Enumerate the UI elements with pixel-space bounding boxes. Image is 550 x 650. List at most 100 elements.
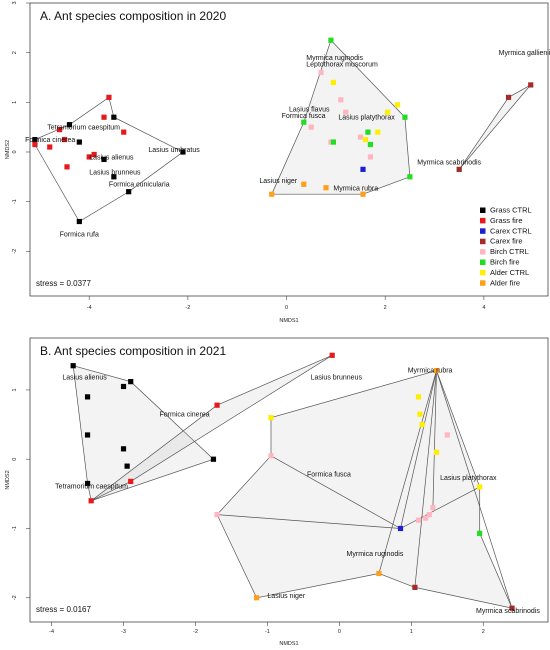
- y-tick-label: -1: [12, 526, 18, 531]
- legend-swatch: [480, 269, 486, 276]
- point-birch-ctrl: [308, 124, 314, 130]
- plot-frame: [29, 337, 549, 623]
- point-alder-ctrl: [419, 421, 425, 428]
- point-grass-ctrl: [210, 456, 217, 462]
- point-birch-ctrl: [338, 97, 344, 103]
- point-alder-fire: [254, 595, 260, 601]
- y-tick-label: 0: [12, 150, 18, 153]
- species-label: Formica cunicularia: [109, 182, 170, 189]
- point-birch-fire: [330, 139, 336, 145]
- point-birch-fire: [477, 530, 483, 536]
- point-birch-ctrl: [426, 512, 432, 518]
- x-axis-label: NMDS1: [279, 318, 298, 324]
- species-label: Lasius alienus: [62, 375, 107, 382]
- point-grass-ctrl: [76, 218, 82, 225]
- species-label: Lasius platythorax: [440, 475, 497, 482]
- x-tick-label: 0: [338, 629, 341, 635]
- point-grass-fire: [47, 144, 53, 150]
- point-carex-fire: [505, 94, 512, 100]
- point-grass-ctrl: [84, 394, 91, 400]
- species-label: Leptothorax muscorum: [306, 62, 378, 69]
- y-tick-label: -2: [12, 249, 18, 254]
- point-grass-fire: [61, 136, 68, 143]
- stress-value: stress = 0.0377: [36, 279, 91, 288]
- point-birch-fire: [402, 114, 408, 120]
- x-tick-label: 4: [482, 305, 485, 311]
- point-grass-fire: [57, 127, 63, 133]
- point-grass-ctrl: [84, 480, 91, 487]
- point-alder-fire: [269, 191, 275, 197]
- x-tick-label: -2: [193, 629, 198, 635]
- hull-7: [378, 370, 437, 574]
- species-label: Myrmica scabrinodis: [476, 608, 540, 615]
- hull-8: [400, 486, 480, 529]
- hull-2: [458, 84, 531, 170]
- point-birch-ctrl: [343, 109, 349, 115]
- species-label: Lasius alienus: [89, 154, 134, 161]
- point-grass-ctrl: [84, 432, 91, 438]
- panel-2020: Myrmica ruginodis Myrmica gallienii Leptot…: [5, 1, 550, 324]
- species-label: Lasius flavus: [289, 106, 330, 113]
- y-tick-label: 2: [12, 51, 18, 54]
- x-tick-label: -4: [49, 629, 54, 635]
- point-birch-ctrl: [423, 515, 429, 521]
- species-label: Lasius brunneus: [89, 169, 141, 176]
- point-birch-fire: [365, 129, 371, 135]
- species-label: Myrmica ruginodis: [306, 55, 363, 62]
- y-tick-label: 3: [12, 1, 18, 4]
- species-label: Formica rufa: [60, 231, 99, 238]
- x-tick-label: 2: [384, 305, 387, 311]
- species-label: Tetramorium caespitum: [47, 125, 120, 132]
- legend-label: Birch CTRL: [490, 247, 529, 256]
- point-birch-ctrl: [430, 505, 436, 511]
- x-tick-label: -3: [121, 629, 126, 635]
- species-label: Myrmica scabrinodis: [417, 159, 481, 166]
- panel-title: B. Ant species composition in 2021: [40, 344, 226, 358]
- point-birch-ctrl: [444, 432, 450, 438]
- point-grass-ctrl: [70, 363, 76, 369]
- point-birch-ctrl: [357, 134, 364, 140]
- x-tick-label: 0: [285, 305, 288, 311]
- point-grass-ctrl: [101, 156, 107, 163]
- hull-9: [270, 455, 401, 529]
- point-alder-ctrl: [268, 415, 274, 421]
- species-label: Lasius niger: [259, 178, 297, 185]
- legend-label: Grass CTRL: [490, 206, 532, 215]
- hull-4: [414, 370, 437, 588]
- species-label: Myrmica rubra: [408, 368, 453, 375]
- point-grass-ctrl: [76, 139, 82, 145]
- point-grass-fire: [32, 141, 38, 148]
- point-carex-fire: [412, 584, 418, 590]
- hull-5: [436, 370, 513, 609]
- x-tick-label: 2: [482, 629, 485, 635]
- legend-label: Birch fire: [490, 258, 520, 267]
- species-label: Formica cinerea: [25, 137, 75, 144]
- y-axis-label: NMDS2: [5, 470, 11, 489]
- y-tick-label: 0: [12, 458, 18, 461]
- y-tick-label: 1: [12, 388, 18, 391]
- point-grass-fire: [214, 402, 220, 408]
- legend-swatch: [480, 217, 486, 224]
- point-alder-ctrl: [385, 109, 391, 115]
- point-carex-fire: [456, 166, 462, 172]
- species-label: Lasius platythorax: [338, 115, 395, 122]
- x-tick-label: 1: [410, 629, 413, 635]
- point-grass-fire: [106, 94, 112, 100]
- point-birch-ctrl: [268, 453, 274, 459]
- x-tick-label: -1: [265, 629, 270, 635]
- legend-swatch: [480, 259, 486, 265]
- point-grass-fire: [121, 129, 127, 135]
- point-carex-fire: [509, 605, 515, 611]
- point-grass-fire: [91, 151, 97, 158]
- legend-swatch: [480, 228, 486, 234]
- point-grass-ctrl: [120, 383, 127, 390]
- point-grass-fire: [329, 352, 335, 358]
- x-tick-label: -2: [185, 305, 190, 311]
- point-birch-fire: [301, 119, 307, 125]
- hull-0: [72, 365, 215, 502]
- point-alder-ctrl: [415, 394, 422, 400]
- point-carex-ctrl: [397, 525, 404, 532]
- point-alder-ctrl: [362, 136, 369, 143]
- point-grass-fire: [101, 114, 107, 120]
